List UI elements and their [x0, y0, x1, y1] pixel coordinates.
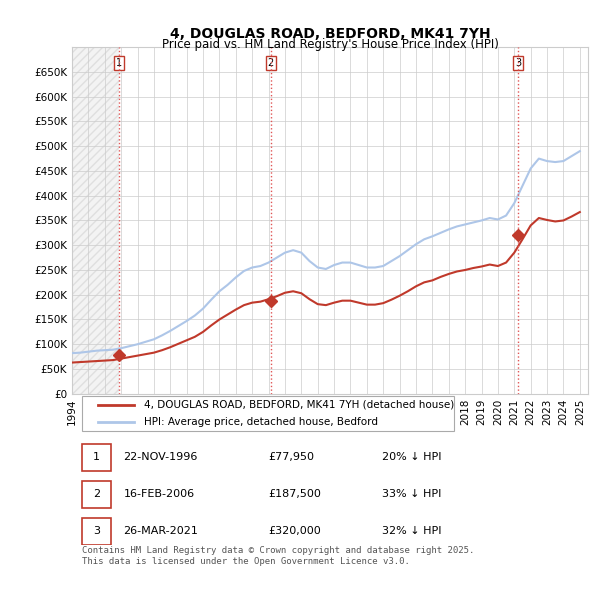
Text: 1: 1	[116, 58, 122, 68]
Text: 4, DOUGLAS ROAD, BEDFORD, MK41 7YH (detached house): 4, DOUGLAS ROAD, BEDFORD, MK41 7YH (deta…	[144, 399, 454, 409]
Text: 3: 3	[93, 526, 100, 536]
Text: 32% ↓ HPI: 32% ↓ HPI	[382, 526, 441, 536]
FancyBboxPatch shape	[82, 481, 110, 508]
Text: 26-MAR-2021: 26-MAR-2021	[124, 526, 199, 536]
FancyBboxPatch shape	[82, 396, 454, 431]
Bar	[72, 47, 119, 394]
Text: 22-NOV-1996: 22-NOV-1996	[124, 453, 198, 463]
Text: Contains HM Land Registry data © Crown copyright and database right 2025.
This d: Contains HM Land Registry data © Crown c…	[82, 546, 475, 566]
Text: 33% ↓ HPI: 33% ↓ HPI	[382, 489, 441, 499]
Text: 20% ↓ HPI: 20% ↓ HPI	[382, 453, 441, 463]
FancyBboxPatch shape	[82, 444, 110, 471]
Text: Price paid vs. HM Land Registry's House Price Index (HPI): Price paid vs. HM Land Registry's House …	[161, 38, 499, 51]
Text: £77,950: £77,950	[268, 453, 314, 463]
Text: 4, DOUGLAS ROAD, BEDFORD, MK41 7YH: 4, DOUGLAS ROAD, BEDFORD, MK41 7YH	[170, 27, 490, 41]
Text: 1: 1	[93, 453, 100, 463]
Text: HPI: Average price, detached house, Bedford: HPI: Average price, detached house, Bedf…	[144, 417, 378, 427]
Text: 2: 2	[268, 58, 274, 68]
Text: 3: 3	[515, 58, 521, 68]
Text: £187,500: £187,500	[268, 489, 321, 499]
Text: 16-FEB-2006: 16-FEB-2006	[124, 489, 195, 499]
FancyBboxPatch shape	[82, 518, 110, 545]
Text: £320,000: £320,000	[268, 526, 321, 536]
Text: 2: 2	[92, 489, 100, 499]
